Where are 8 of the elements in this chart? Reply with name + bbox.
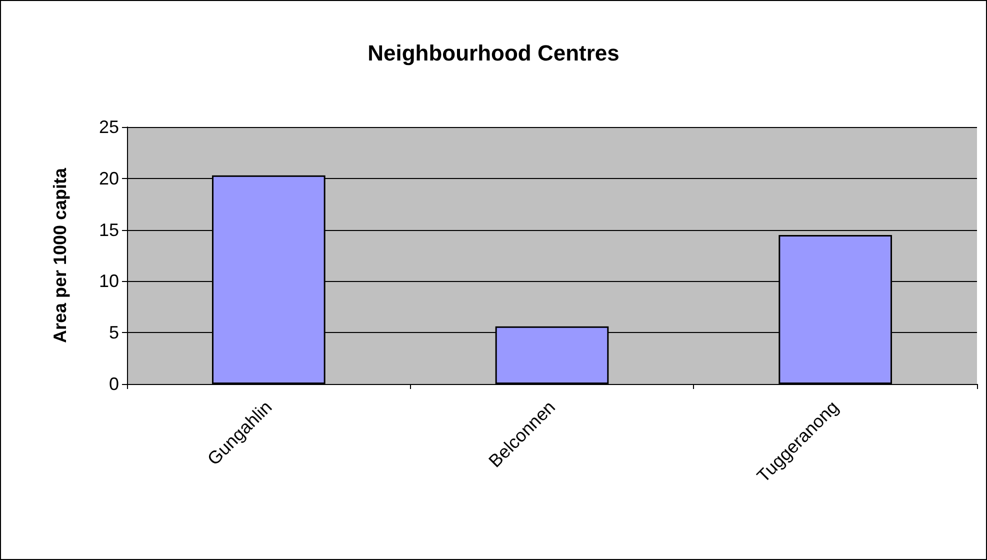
chart-title: Neighbourhood Centres — [368, 40, 620, 66]
y-tick-label: 5 — [108, 322, 119, 343]
y-tick-label: 15 — [98, 220, 119, 240]
y-tick-label: 10 — [98, 271, 119, 292]
y-axis-title: Area per 1000 capita — [50, 166, 70, 344]
y-tick-label: 25 — [98, 117, 119, 137]
y-tick-label: 0 — [108, 374, 119, 394]
y-tick-label: 20 — [98, 168, 119, 188]
